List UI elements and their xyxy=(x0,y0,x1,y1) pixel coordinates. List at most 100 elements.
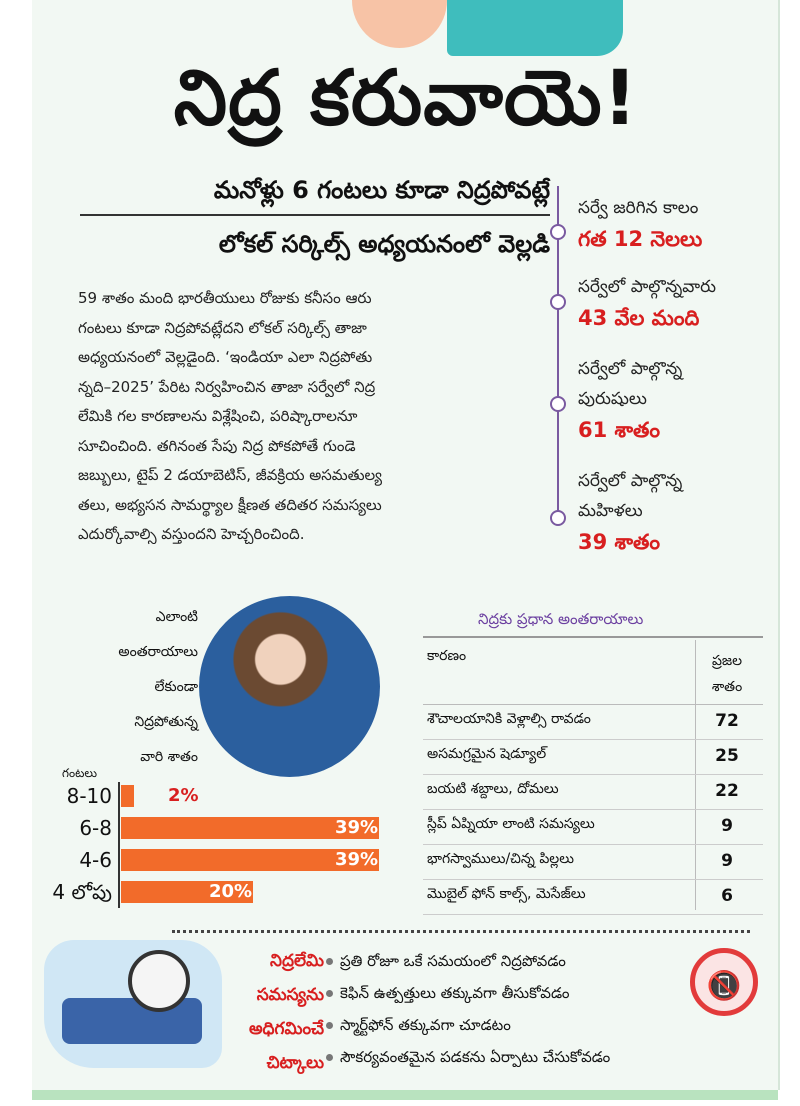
bullet-icon xyxy=(326,990,333,997)
bar xyxy=(121,817,379,839)
bullet-icon xyxy=(326,958,333,965)
body-line: ఎదుర్కోవాల్సి వస్తుందని హెచ్చరించింది. xyxy=(78,525,305,543)
stat-value: గత 12 నెలలు xyxy=(578,227,703,251)
body-line: అధ్యయనంలో వెల్లడైంది. ‘ఇండియా ఎలా నిద్రప… xyxy=(78,348,373,366)
body-line: జబ్బులు, టైప్ 2 డయాబెటిస్, జీవక్రియ అసమత… xyxy=(78,466,383,484)
table-row: బయటి శబ్దాలు, దోమలు 22 xyxy=(423,775,763,810)
bullet-icon xyxy=(326,1054,333,1061)
header-percent: ప్రజల శాతం xyxy=(699,648,755,700)
bar-chart-axis xyxy=(118,782,120,908)
table-row: శౌచాలయానికి వెళ్లాల్సి రావడం 72 xyxy=(423,705,763,740)
bar-category-label: 4 లోపు xyxy=(52,880,112,904)
table-row: అసమగ్రమైన షెడ్యూల్ 25 xyxy=(423,740,763,775)
bed-clock-illustration xyxy=(44,940,222,1068)
sleep-chart-label: ఎలాంటి అంతరాయాలు లేకుండా నిద్రపోతున్న వా… xyxy=(58,600,198,775)
headline: నిద్ర కరువాయె! xyxy=(173,53,639,142)
body-line: లేమికి గల కారణాలను విశ్లేషించి, పరిష్కార… xyxy=(78,407,358,425)
header-percent-line: ప్రజల xyxy=(711,653,743,669)
label-line: లేకుండా xyxy=(154,679,198,695)
bar xyxy=(121,849,379,871)
row-reason: బయటి శబ్దాలు, దోమలు xyxy=(427,781,559,797)
survey-stat-men: సర్వేలో పాల్గొన్న పురుషులు 61 శాతం xyxy=(578,354,778,446)
alarm-clock-icon xyxy=(128,950,190,1012)
stat-label: సర్వేలో పాల్గొన్న xyxy=(578,359,683,379)
bar-category-label: 4-6 xyxy=(79,848,112,872)
table-header: కారణం ప్రజల శాతం xyxy=(423,640,763,705)
stat-label: పురుషులు xyxy=(578,389,647,409)
bullet-icon xyxy=(326,1022,333,1029)
dotted-divider xyxy=(172,930,750,933)
tip-text: స్మార్ట్‌ఫోన్ తక్కువగా చూడటం xyxy=(340,1016,511,1034)
survey-stat-women: సర్వేలో పాల్గొన్న మహిళలు 39 శాతం xyxy=(578,466,778,558)
bar xyxy=(121,785,134,807)
row-percent: 22 xyxy=(715,781,739,801)
header-percent-line: శాతం xyxy=(711,679,743,695)
tips-heading: నిద్రలేమి సమస్యను అధిగమించే చిట్కాలు xyxy=(224,944,324,1080)
row-reason: అసమగ్రమైన షెడ్యూల్ xyxy=(427,746,547,762)
header-reason: కారణం xyxy=(427,648,467,664)
table-row: భాగస్వాములు/చిన్న పిల్లలు 9 xyxy=(423,845,763,880)
bar-value-label: 20% xyxy=(209,881,253,902)
subheading-divider xyxy=(80,214,550,216)
stat-value: 61 శాతం xyxy=(578,418,661,442)
row-percent: 9 xyxy=(721,816,733,836)
bar-row: 4 లోపు 20% xyxy=(0,878,400,906)
tip-text: ప్రతి రోజూ ఒకే సమయంలో నిద్రపోవడం xyxy=(340,952,566,970)
bar xyxy=(121,881,253,903)
table-row: స్లీప్ ఏప్నియా లాంటి సమస్యలు 9 xyxy=(423,810,763,845)
tip-item: కెఫిన్ ఉత్పత్తులు తక్కువగా తీసుకోవడం xyxy=(326,982,570,1004)
tip-item: సౌకర్యవంతమైన పడకను ఏర్పాటు చేసుకోవడం xyxy=(326,1046,611,1068)
stat-value: 43 వేల మంది xyxy=(578,306,700,330)
row-reason: మొబైల్ ఫోన్ కాల్స్, మెసేజ్‌లు xyxy=(427,886,586,902)
sleeping-woman-photo xyxy=(199,596,380,777)
body-line: సూచించింది. తగినంత సేపు నిద్ర పోకపోతే గు… xyxy=(78,436,356,455)
body-line: గంటలు కూడా నిద్రపోవట్లేదని లోకల్ సర్కిల్… xyxy=(78,318,367,337)
body-line: 59 శాతం మంది భారతీయులు రోజుకు కనీసం ఆరు xyxy=(78,289,372,307)
bar-value-label: 39% xyxy=(335,817,379,838)
survey-stat-participants: సర్వేలో పాల్గొన్నవారు 43 వేల మంది xyxy=(578,272,778,334)
infographic-panel xyxy=(32,0,780,1090)
timeline-dot xyxy=(550,224,566,240)
stat-label: సర్వేలో పాల్గొన్నవారు xyxy=(578,277,717,297)
row-percent: 9 xyxy=(721,851,733,871)
tip-text: సౌకర్యవంతమైన పడకను ఏర్పాటు చేసుకోవడం xyxy=(340,1048,611,1066)
table-title-rule xyxy=(423,636,763,638)
survey-stat-period: సర్వే జరిగిన కాలం గత 12 నెలలు xyxy=(578,193,778,255)
bar-row: 6-8 39% xyxy=(0,814,400,842)
row-percent: 25 xyxy=(715,746,739,766)
table-row: మొబైల్ ఫోన్ కాల్స్, మెసేజ్‌లు 6 xyxy=(423,880,763,915)
body-line: న్నది–2025’ పేరిట నిర్వహించిన తాజా సర్వే… xyxy=(78,377,376,396)
table-title: నిద్రకు ప్రధాన అంతరాయాలు xyxy=(478,610,644,628)
bar-row: 8-10 2% xyxy=(0,782,400,810)
subheading-2: లోకల్ సర్కిల్స్ అధ్యయనంలో వెల్లడి xyxy=(218,230,550,258)
tips-heading-line: సమస్యను xyxy=(256,985,324,1005)
row-reason: శౌచాలయానికి వెళ్లాల్సి రావడం xyxy=(427,711,591,727)
bed-shape xyxy=(62,998,202,1044)
tips-heading-line: అధిగమించే xyxy=(248,1019,324,1039)
timeline-line xyxy=(557,186,559,524)
timeline-dot xyxy=(550,396,566,412)
body-line: తలు, అభ్యసన సామర్థ్యాల క్షీణత తదితర సమస్… xyxy=(78,495,382,514)
timeline-dot xyxy=(550,510,566,526)
no-phone-icon: 📵 xyxy=(690,948,758,1016)
article-body: 59 శాతం మంది భారతీయులు రోజుకు కనీసం ఆరు … xyxy=(78,284,536,550)
stat-label: సర్వేలో పాల్గొన్న xyxy=(578,471,683,491)
subheading-1: మనోళ్లు 6 గంటలు కూడా నిద్రపోవట్లే xyxy=(213,176,550,204)
label-line: వారి శాతం xyxy=(140,749,198,765)
bottom-accent-bar xyxy=(32,1090,778,1100)
timeline-dot xyxy=(550,294,566,310)
label-line: నిద్రపోతున్న xyxy=(134,714,198,730)
tip-item: ప్రతి రోజూ ఒకే సమయంలో నిద్రపోవడం xyxy=(326,950,566,972)
column-separator xyxy=(695,640,696,910)
bar-category-label: 8-10 xyxy=(66,784,112,808)
bar-value-label: 39% xyxy=(335,849,379,870)
row-percent: 6 xyxy=(721,886,733,906)
row-percent: 72 xyxy=(715,711,739,731)
label-line: అంతరాయాలు xyxy=(118,644,198,660)
tips-heading-line: నిద్రలేమి xyxy=(270,951,324,971)
row-reason: భాగస్వాములు/చిన్న పిల్లలు xyxy=(427,851,574,867)
sleeve-illustration xyxy=(447,0,623,56)
stat-value: 39 శాతం xyxy=(578,530,661,554)
tip-text: కెఫిన్ ఉత్పత్తులు తక్కువగా తీసుకోవడం xyxy=(340,984,570,1002)
bar-value-label: 2% xyxy=(168,785,199,806)
